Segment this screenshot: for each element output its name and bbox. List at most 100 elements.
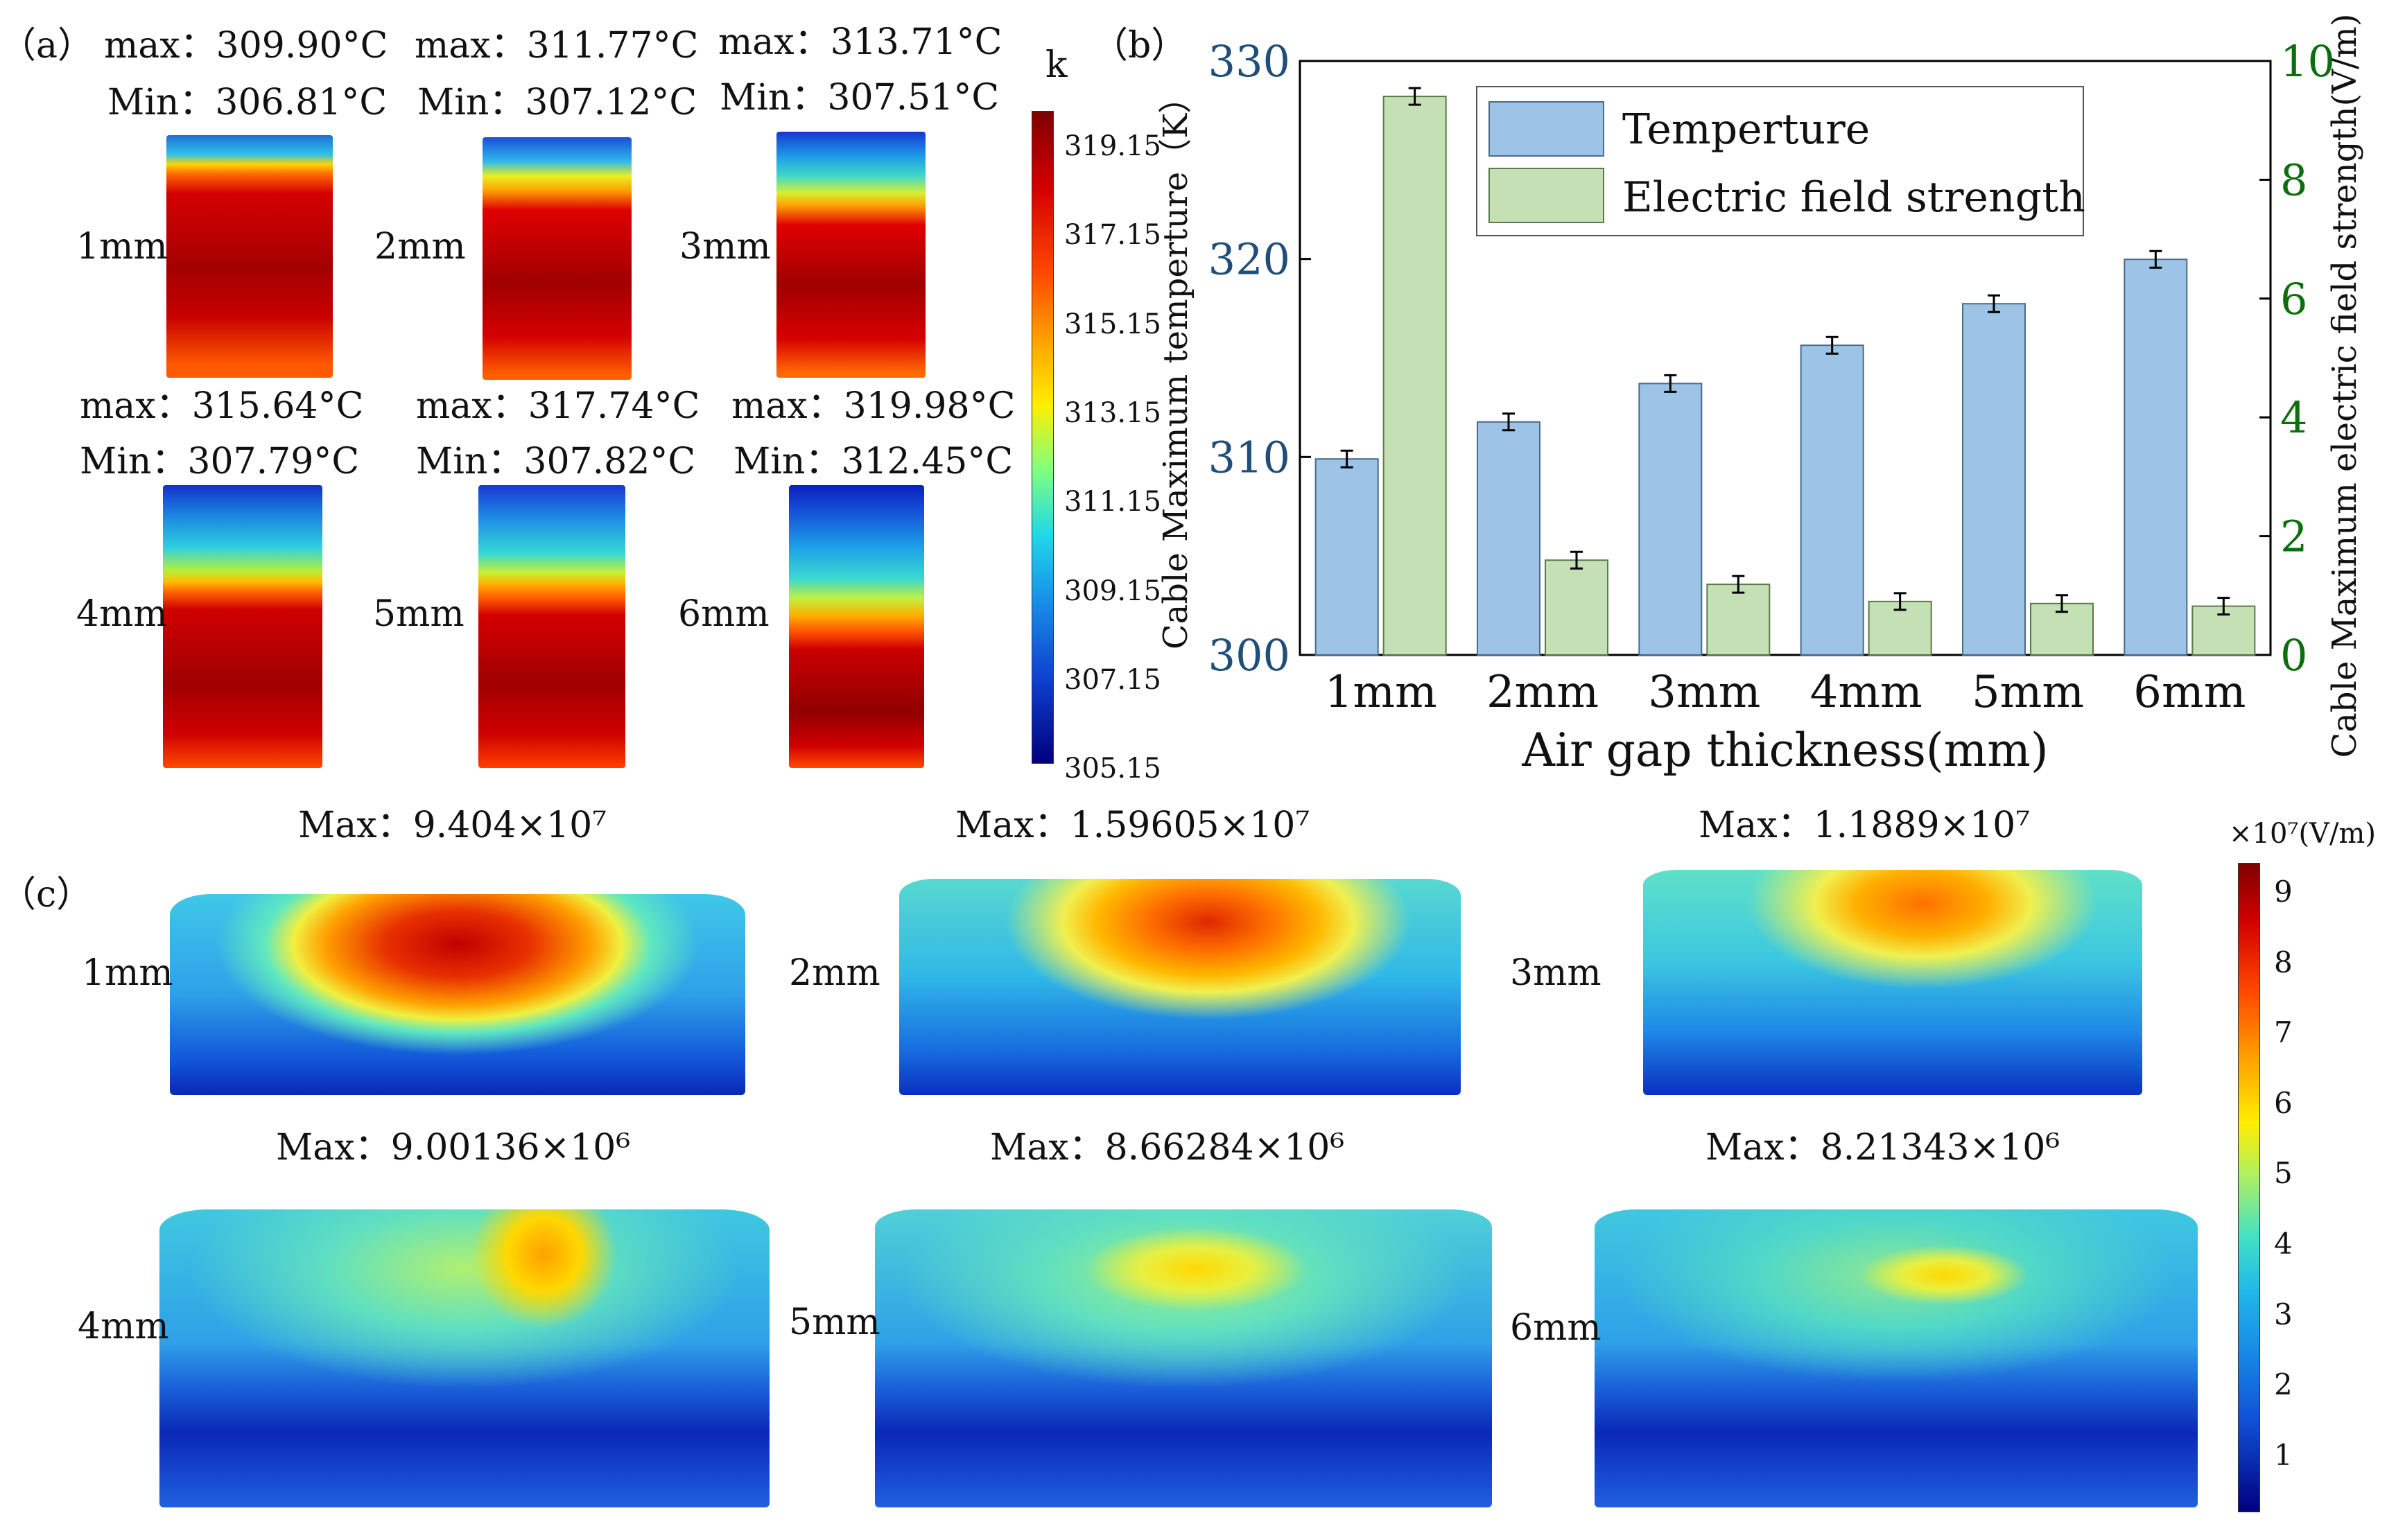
efield-max-3mm: Max：1.1889×10⁷ xyxy=(1699,805,2031,846)
temp-colorbar-ticks: 319.15 317.15 315.15 313.15 311.15 309.1… xyxy=(1064,130,1161,785)
legend-label-temperature: Temperture xyxy=(1622,105,1870,154)
y-tick-label-right: 2 xyxy=(2280,511,2307,562)
colorbar-tick: 6 xyxy=(2274,1086,2293,1120)
thermal-map-3mm xyxy=(776,132,926,378)
efield-gap-label-6mm: 6mm xyxy=(1510,1307,1601,1349)
thermal-map-6mm xyxy=(789,485,924,768)
efield-unit-label: ×10⁷(V/m) xyxy=(2229,818,2376,850)
legend-label-efield: Electric field strength xyxy=(1622,173,2085,222)
gap-label-4mm: 4mm xyxy=(76,593,168,635)
temp-min-4mm: Min：307.79°C xyxy=(80,441,360,482)
gap-label-1mm: 1mm xyxy=(76,226,168,268)
temp-bar xyxy=(1314,458,1379,656)
efield-map-5mm xyxy=(875,1209,1492,1507)
y-tick-label-left: 300 xyxy=(1208,630,1290,681)
x-tick-label: 4mm xyxy=(1810,667,1922,718)
colorbar-tick: 305.15 xyxy=(1064,753,1161,785)
gap-label-3mm: 3mm xyxy=(679,226,771,268)
temp-max-4mm: max：315.64°C xyxy=(80,385,364,427)
colorbar-tick: 1 xyxy=(2274,1438,2293,1472)
legend-swatch-efield xyxy=(1488,168,1604,223)
panel-b-label: （b） xyxy=(1092,25,1188,67)
x-axis-title: Air gap thickness(mm) xyxy=(1521,724,2048,777)
temp-min-1mm: Min：306.81°C xyxy=(107,82,388,123)
colorbar-tick: 4 xyxy=(2274,1227,2293,1261)
y-tick-label-left: 310 xyxy=(1208,432,1290,482)
efield-colorbar xyxy=(2238,863,2260,1512)
efield-gap-label-5mm: 5mm xyxy=(789,1302,880,1343)
efield-map-6mm xyxy=(1595,1209,2198,1507)
thermal-map-1mm xyxy=(166,135,333,378)
efield-max-2mm: Max：1.59605×10⁷ xyxy=(955,805,1310,846)
temp-bar xyxy=(1800,344,1864,656)
x-tick-label: 2mm xyxy=(1486,667,1599,718)
panel-a-label: （a） xyxy=(0,25,94,67)
y-tick-label-left: 330 xyxy=(1208,36,1290,87)
efield-max-6mm: Max：8.21343×10⁶ xyxy=(1705,1127,2060,1169)
temp-colorbar xyxy=(1032,111,1054,764)
y-tick-label-right: 4 xyxy=(2280,392,2307,443)
legend-swatch-temperature xyxy=(1488,101,1604,157)
y-tick-label-right: 10 xyxy=(2280,36,2335,87)
temp-min-3mm: Min：307.51°C xyxy=(720,77,1000,119)
efield-bar xyxy=(1706,584,1771,656)
efield-map-3mm xyxy=(1643,870,2142,1095)
colorbar-tick: 309.15 xyxy=(1064,575,1161,607)
y-axis-title-right: Cable Maximum electric field strength(V/… xyxy=(2325,14,2364,758)
temp-max-1mm: max：309.90°C xyxy=(104,25,388,67)
temp-max-2mm: max：311.77°C xyxy=(415,25,699,67)
plot-frame xyxy=(1299,60,2272,656)
efield-map-1mm xyxy=(170,894,745,1095)
y-tick-label-right: 6 xyxy=(2280,274,2307,324)
y-tick-label-right: 8 xyxy=(2280,155,2307,205)
colorbar-tick: 9 xyxy=(2274,875,2293,909)
colorbar-tick: 313.15 xyxy=(1064,397,1161,429)
colorbar-tick: 315.15 xyxy=(1064,308,1161,340)
x-tick-label: 6mm xyxy=(2133,667,2246,718)
y-tick-label-left: 320 xyxy=(1208,234,1290,285)
temp-bar xyxy=(1962,303,2026,656)
temp-bar xyxy=(1477,421,1540,656)
temp-bar xyxy=(2124,259,2188,656)
efield-gap-label-3mm: 3mm xyxy=(1510,952,1601,994)
x-tick-label: 1mm xyxy=(1325,667,1437,718)
panel-c-label: （c） xyxy=(0,874,93,916)
efield-bar xyxy=(1382,96,1447,656)
x-tick-label: 5mm xyxy=(1972,667,2084,718)
colorbar-tick: 7 xyxy=(2274,1015,2293,1049)
efield-max-5mm: Max：8.66284×10⁶ xyxy=(990,1127,1345,1169)
temp-max-3mm: max：313.71°C xyxy=(718,21,1002,63)
efield-max-4mm: Max：9.00136×10⁶ xyxy=(276,1127,631,1169)
thermal-map-5mm xyxy=(478,485,625,768)
temp-max-5mm: max：317.74°C xyxy=(416,385,700,427)
colorbar-tick: 311.15 xyxy=(1064,486,1161,518)
x-tick-label: 3mm xyxy=(1648,667,1760,718)
efield-bar xyxy=(1545,559,1608,656)
efield-max-1mm: Max：9.404×10⁷ xyxy=(298,805,607,846)
gap-label-2mm: 2mm xyxy=(374,226,466,268)
colorbar-tick: 2 xyxy=(2274,1367,2293,1401)
temp-min-6mm: Min：312.45°C xyxy=(733,441,1014,482)
colorbar-tick: 319.15 xyxy=(1064,130,1161,162)
efield-gap-label-4mm: 4mm xyxy=(78,1306,169,1347)
efield-map-2mm xyxy=(899,879,1461,1095)
temp-min-2mm: Min：307.12°C xyxy=(417,82,697,123)
efield-gap-label-1mm: 1mm xyxy=(82,952,173,994)
efield-map-4mm xyxy=(159,1209,770,1507)
gap-label-6mm: 6mm xyxy=(678,593,770,635)
y-axis-title-left: Cable Maximum temperture（K） xyxy=(1156,80,1195,649)
colorbar-tick: 8 xyxy=(2274,945,2293,979)
thermal-map-2mm xyxy=(483,137,632,380)
colorbar-tick: 5 xyxy=(2274,1156,2293,1190)
thermal-map-4mm xyxy=(163,485,322,768)
y-tick-label-right: 0 xyxy=(2280,630,2307,681)
temp-bar xyxy=(1638,383,1703,656)
colorbar-tick: 317.15 xyxy=(1064,219,1161,251)
efield-gap-label-2mm: 2mm xyxy=(789,952,880,994)
bar-chart: 300 310 320 330 0 2 4 6 8 10 1mm 2mm 3mm 4mm 5mm 6mm Air… xyxy=(1156,14,2364,777)
colorbar-tick: 307.15 xyxy=(1064,664,1161,696)
temp-max-6mm: max：319.98°C xyxy=(731,385,1016,427)
temp-unit-label: k xyxy=(1045,44,1068,86)
gap-label-5mm: 5mm xyxy=(373,593,465,635)
efield-colorbar-ticks: 9 8 7 6 5 4 3 2 1 xyxy=(2274,875,2316,1512)
